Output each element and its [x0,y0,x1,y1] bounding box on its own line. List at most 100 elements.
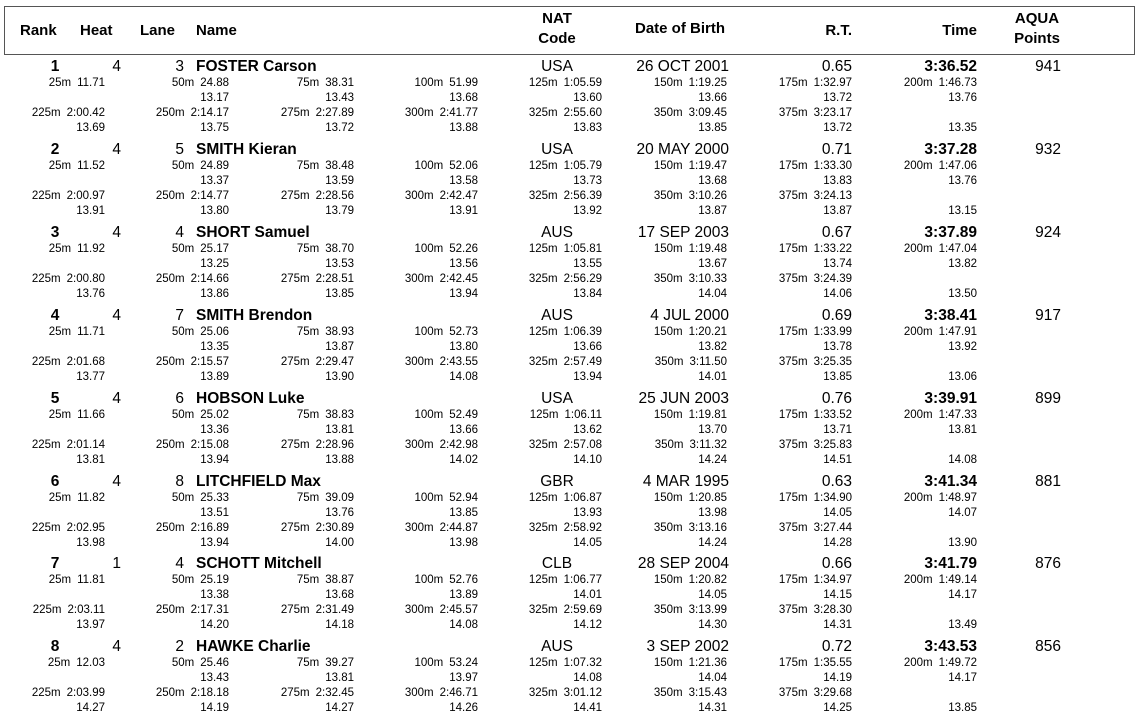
lap-time: 13.82 [698,340,727,353]
split-time: 11.71 [77,77,105,89]
split-350m: 350m 3:13.99 [617,603,727,617]
lap-time: 13.94 [200,453,229,466]
split-100m: 100m 52.26 [368,242,478,256]
lap-time: 14.04 [698,672,727,685]
split-time: 3:25.35 [813,355,852,368]
lap-time: 13.87 [325,340,354,353]
split-350m: 350m 3:11.32 [617,438,727,452]
lap-time: 13.89 [449,589,478,602]
split-distance: 25m [48,325,72,338]
split-distance: 225m [31,355,61,368]
split-distance: 200m [903,159,933,172]
split-distance: 75m [296,159,320,172]
split-250m: 250m 2:14.17 [119,106,229,120]
split-25m: 25m 12.03 [0,656,105,670]
lap-time: 13.81 [325,423,354,436]
split-time: 25.06 [200,325,229,338]
split-time: 2:15.57 [190,355,229,368]
split-75m: 75m 38.93 [244,325,354,339]
final-lap-time: 13.15 [948,204,977,217]
split-distance: 125m [528,657,558,670]
lap-time: 13.97 [449,672,478,685]
split-time: 2:03.11 [67,604,105,617]
split-300m: 300m 2:41.77 [368,106,478,120]
split-50m: 50m 25.19 [119,573,229,587]
lap-time: 14.27 [325,702,354,715]
split-distance: 300m [404,687,434,700]
aqua-points: 917 [1035,306,1061,324]
lap-time: 13.72 [823,92,852,104]
split-time: 1:33.22 [813,242,852,255]
aqua-points: 881 [1035,472,1061,490]
lap-time: 14.41 [573,702,602,715]
split-time: 1:49.72 [938,657,977,670]
split-distance: 125m [528,574,558,587]
lap-time: 13.81 [325,672,354,685]
lap-time: 13.88 [449,122,478,134]
aqua-points: 876 [1035,555,1061,573]
split-100m: 100m 52.73 [368,325,478,339]
lap-time: 13.43 [325,92,354,104]
lap-time: 14.19 [200,702,229,715]
split-distance: 300m [404,355,434,368]
split-distance: 275m [280,687,310,700]
split-150m: 150m 1:20.82 [617,573,727,587]
split-distance: 275m [280,189,310,202]
split-225m: 225m 2:01.14 [0,438,105,452]
split-distance: 50m [171,408,195,421]
split-325m: 325m 2:57.49 [492,355,602,369]
split-distance: 100m [414,242,444,255]
split-distance: 175m [778,408,808,421]
split-time: 1:06.87 [563,491,602,504]
split-time: 38.48 [325,159,354,172]
split-200m: 200m 1:49.14 [867,573,977,587]
split-200m: 200m 1:47.33 [867,408,977,422]
split-time: 2:16.89 [190,521,229,534]
nat-code: USA [541,389,573,407]
split-time: 3:24.13 [813,189,852,202]
lap-time: 13.85 [325,287,354,300]
split-time: 1:21.36 [688,657,727,670]
split-distance: 300m [404,604,434,617]
split-275m: 275m 2:28.56 [244,189,354,203]
split-distance: 50m [171,657,195,670]
split-time: 2:01.68 [66,355,105,368]
column-header-box [4,6,1135,55]
split-time: 2:17.31 [190,604,229,617]
split-distance: 75m [296,574,320,587]
heat: 1 [112,555,121,573]
lap-time: 13.60 [573,92,602,104]
split-175m: 175m 1:33.52 [742,408,852,422]
split-time: 52.76 [449,574,478,587]
split-time: 3:10.26 [688,189,727,202]
split-100m: 100m 53.24 [368,656,478,670]
split-350m: 350m 3:15.43 [617,686,727,700]
lap-time: 14.20 [200,619,229,632]
split-time: 2:57.08 [563,438,602,451]
split-time: 2:01.14 [66,438,105,451]
split-175m: 175m 1:32.97 [742,76,852,90]
final-time: 3:36.52 [924,58,977,75]
split-distance: 375m [778,438,808,451]
split-350m: 350m 3:09.45 [617,106,727,120]
lap-time: 13.68 [325,589,354,602]
lap-time: 13.76 [325,506,354,519]
lane: 3 [175,58,184,75]
nat-code: USA [541,58,573,75]
split-time: 1:05.81 [563,242,602,255]
split-time: 2:42.47 [439,189,478,202]
split-50m: 50m 25.33 [119,491,229,505]
split-time: 11.82 [77,491,105,504]
lap-time: 13.83 [823,174,852,187]
header-heat: Heat [80,22,113,39]
heat: 4 [112,638,121,656]
rank: 2 [50,140,60,158]
lap-time: 13.55 [573,257,602,270]
split-distance: 250m [155,355,185,368]
lap-time: 13.75 [200,122,229,134]
split-distance: 125m [528,242,558,255]
split-time: 11.81 [77,574,105,587]
split-time: 1:49.14 [938,574,977,587]
header-rank: Rank [20,22,57,39]
split-distance: 25m [48,159,72,172]
